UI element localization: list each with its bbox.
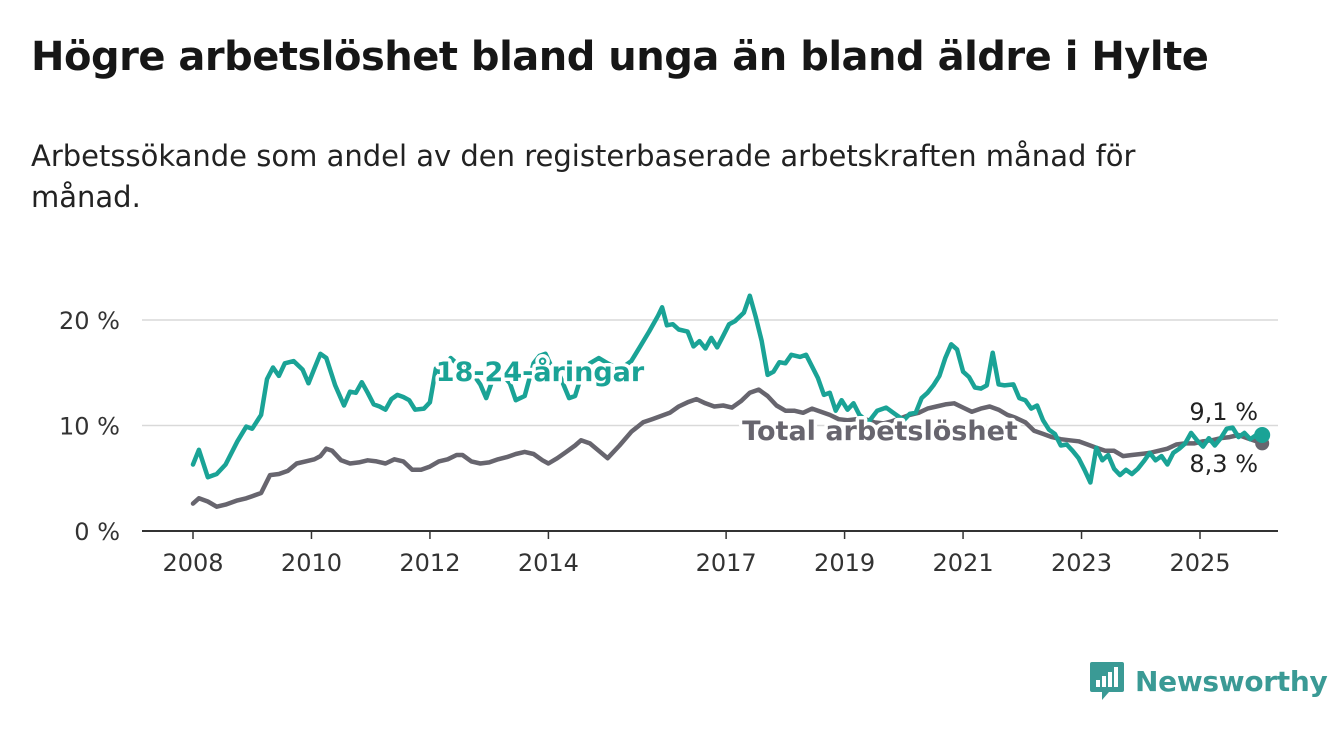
y-tick-label: 0 % (74, 518, 120, 546)
end-label-18-24: 9,1 % (1189, 398, 1258, 426)
brand-name: Newsworthy (1135, 664, 1328, 698)
x-tick-label: 2014 (518, 549, 579, 577)
y-tick-label: 10 % (59, 413, 120, 441)
chart-subtitle: Arbetssökande som andel av den registerb… (31, 139, 1136, 214)
series-line-18-24 (190, 293, 1265, 485)
x-tick-label: 2019 (814, 549, 875, 577)
x-tick-label: 2023 (1051, 549, 1112, 577)
series-label-total: Total arbetslöshet (742, 416, 1018, 447)
end-marker-18-24 (1254, 426, 1271, 443)
end-label-total: 8,3 % (1189, 450, 1258, 478)
chart-title: Högre arbetslöshet bland unga än bland ä… (31, 34, 1209, 80)
x-tick-label: 2008 (162, 549, 223, 577)
newsworthy-logo-icon (1090, 662, 1124, 700)
brand-logo: Newsworthy (1089, 660, 1328, 702)
x-tick-label: 2012 (399, 549, 460, 577)
series-label-18-24: 18-24-åringar (436, 356, 645, 388)
x-tick-label: 2021 (933, 549, 994, 577)
x-tick-label: 2025 (1169, 549, 1230, 577)
series-line-total (190, 387, 1265, 509)
x-tick-label: 2010 (281, 549, 342, 577)
y-tick-label: 20 % (59, 307, 120, 335)
x-tick-label: 2017 (696, 549, 757, 577)
